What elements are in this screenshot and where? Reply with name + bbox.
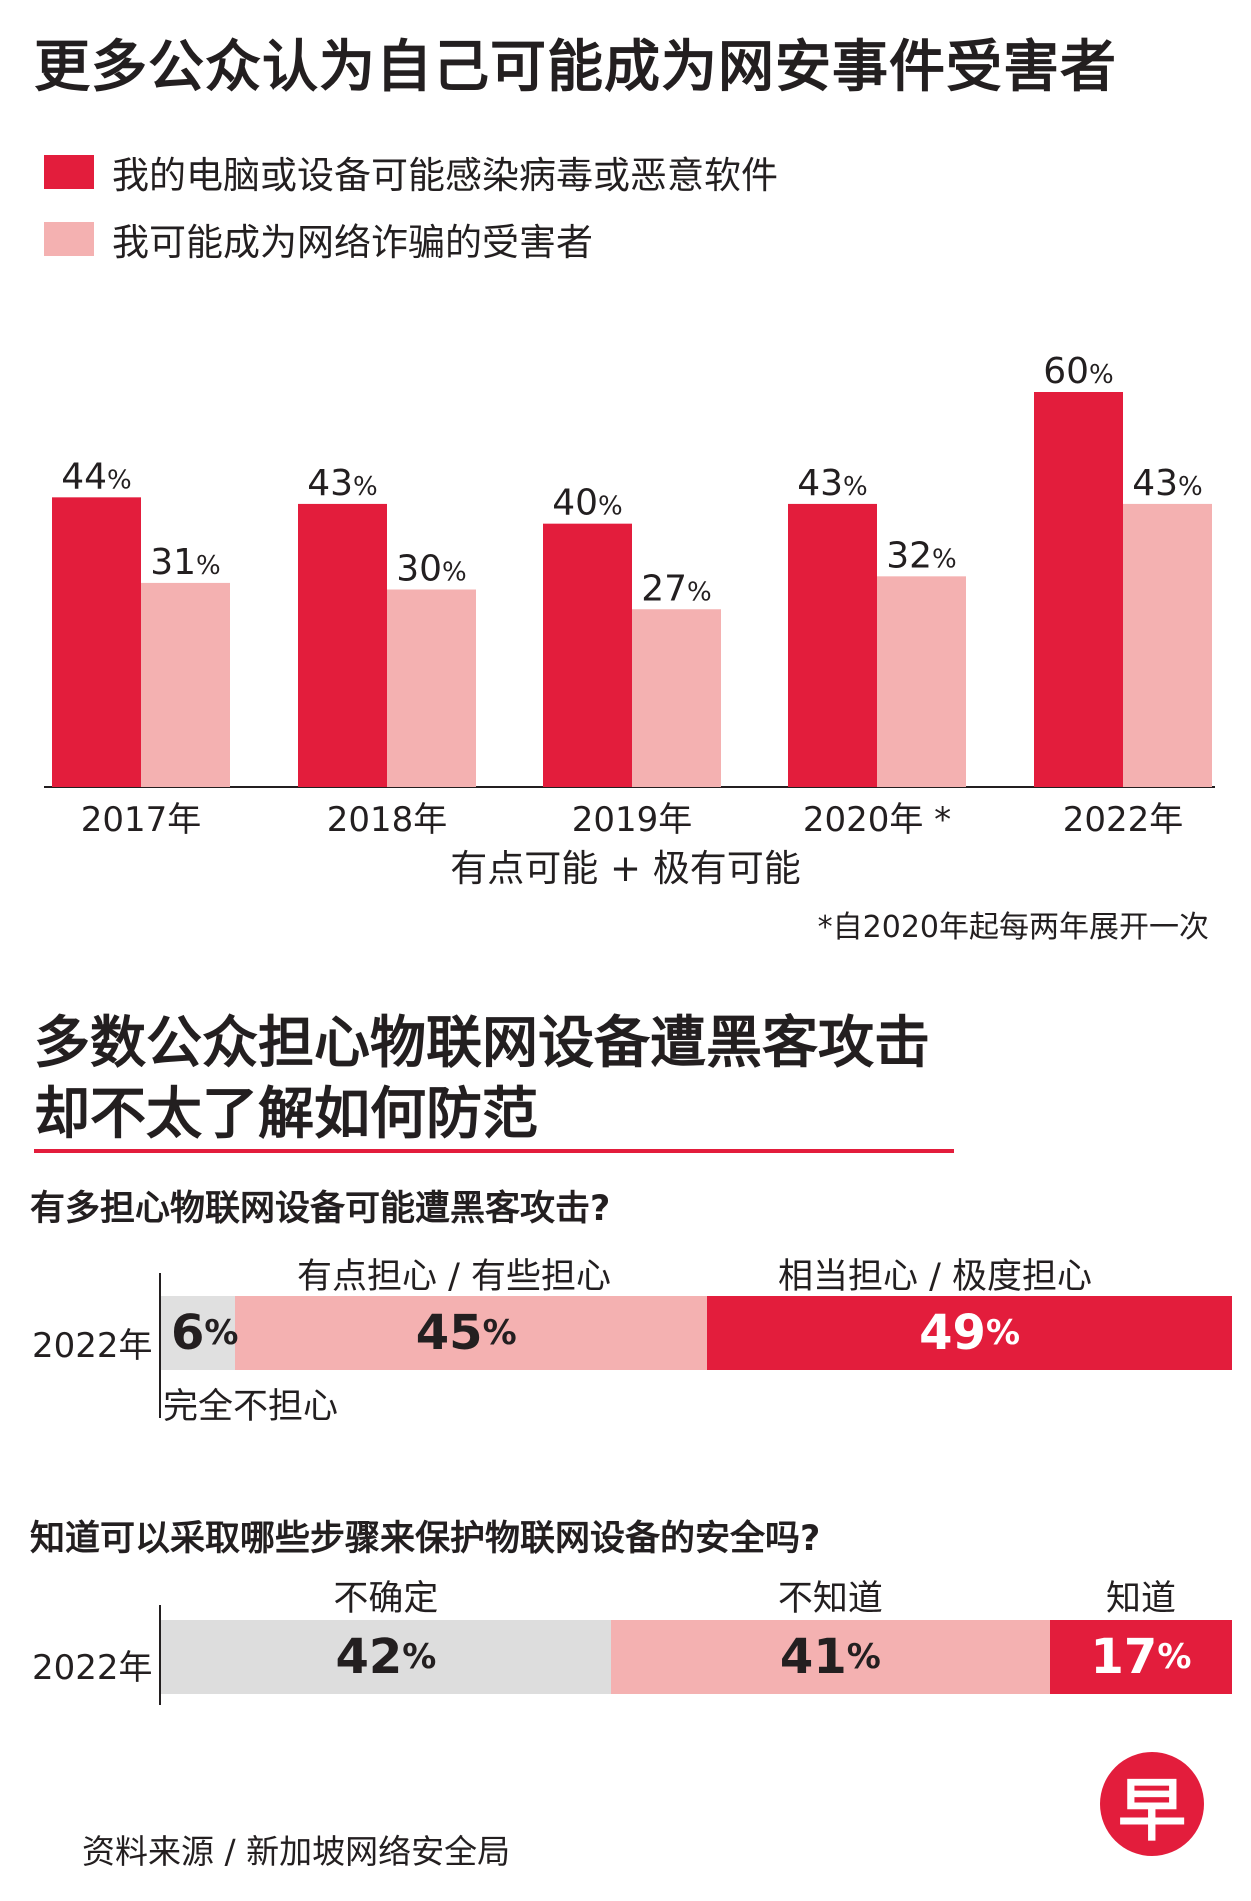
- q2bar-percent-2: %: [1157, 1637, 1192, 1677]
- bar-2020-series1: [877, 576, 966, 787]
- bar-2017-series0: [52, 497, 141, 787]
- q2bar-value-2: 17: [1090, 1629, 1158, 1685]
- legend-item-scam: 我可能成为网络诈骗的受害者: [44, 212, 593, 266]
- q1bar-value-0: 6: [171, 1305, 205, 1361]
- data-label-2018-series1: 30%: [396, 549, 467, 590]
- chart-footnote: *自2020年起每两年展开一次: [817, 910, 1209, 945]
- q1bar-value-2: 49: [919, 1305, 986, 1361]
- bar-chart: 44% 31% 2017年 43% 30% 2018年 40% 27% 2019年 43% 32% 2…: [44, 351, 1215, 840]
- q2labels-label-1: 不知道: [777, 1579, 883, 1619]
- data-label-2022-series0: 60%: [1043, 351, 1114, 392]
- bar-2017-series1: [141, 582, 230, 787]
- bar-2018-series1: [387, 589, 476, 787]
- question-worry: 有多担心物联网设备可能遭黑客攻击?: [30, 1189, 611, 1229]
- bar-2019-series0: [543, 523, 632, 787]
- x-tick-label-2017: 2017年: [81, 800, 202, 840]
- q1-axis-line: [159, 1273, 161, 1418]
- q2bar-segment-1: 41%: [610, 1620, 1050, 1694]
- data-label-2018-series0: 43%: [307, 463, 378, 504]
- data-label-2022-series1: 43%: [1132, 463, 1203, 504]
- legend-label-scam: 我可能成为网络诈骗的受害者: [112, 221, 593, 264]
- section2-title-line2: 却不太了解如何防范: [34, 1082, 538, 1147]
- bar-2022-series1: [1123, 503, 1212, 787]
- q2-stacked-bar: 42% 41% 17%: [161, 1620, 1232, 1694]
- q2bar-percent-0: %: [402, 1637, 437, 1677]
- q1-category-not: 完全不担心: [163, 1387, 339, 1427]
- q1-category-somewhat: 有点担心 / 有些担心: [297, 1257, 612, 1297]
- x-tick-label-2022: 2022年: [1063, 800, 1184, 840]
- q2-year-label: 2022年: [32, 1648, 153, 1688]
- source-note: 资料来源 / 新加坡网络安全局: [82, 1832, 511, 1871]
- q1bar-value-1: 45: [415, 1305, 483, 1361]
- data-label-2017-series0: 44%: [61, 456, 132, 497]
- q1-year-label: 2022年: [32, 1326, 153, 1366]
- q1bar-percent-2: %: [985, 1313, 1021, 1353]
- data-label-2019-series0: 40%: [552, 483, 623, 524]
- x-tick-label-2019: 2019年: [572, 800, 693, 840]
- q2labels-label-2: 知道: [1105, 1579, 1176, 1619]
- q2-category-labels: 不确定 不知道 知道: [161, 1570, 1232, 1619]
- x-tick-label-2020: 2020年 *: [803, 800, 951, 840]
- q2bar-segment-2: 17%: [1049, 1620, 1232, 1694]
- section2-title-line1: 多数公众担心物联网设备遭黑客攻击: [34, 1011, 930, 1076]
- q2bar-percent-1: %: [846, 1637, 881, 1677]
- q1-category-very: 相当担心 / 极度担心: [778, 1257, 1093, 1297]
- q2-axis-line: [159, 1605, 161, 1705]
- data-label-2019-series1: 27%: [641, 568, 712, 609]
- data-label-2020-series1: 32%: [886, 535, 957, 576]
- bar-2022-series0: [1034, 392, 1123, 787]
- zaobao-logo: 早: [1100, 1752, 1204, 1856]
- q2bar-segment-0: 42%: [161, 1620, 611, 1694]
- bar-2019-series1: [632, 609, 721, 787]
- section-divider: [34, 1149, 954, 1153]
- q2bar-value-1: 41: [779, 1629, 847, 1685]
- data-label-2020-series0: 43%: [797, 463, 868, 504]
- q2labels-label-0: 不确定: [333, 1579, 439, 1619]
- logo-char: 早: [1117, 1771, 1186, 1851]
- legend-item-malware: 我的电脑或设备可能感染病毒或恶意软件: [44, 145, 778, 199]
- legend-swatch-red: [44, 155, 94, 189]
- chart-title: 更多公众认为自己可能成为网安事件受害者: [34, 35, 1117, 100]
- legend-swatch-pink: [44, 222, 94, 256]
- bar-2018-series0: [298, 503, 387, 787]
- chart-xlabel: 有点可能 + 极有可能: [450, 847, 801, 890]
- q1-stacked-bar: 6% 45% 49%: [161, 1296, 1232, 1370]
- question-know-steps: 知道可以采取哪些步骤来保护物联网设备的安全吗?: [30, 1519, 821, 1559]
- x-tick-label-2018: 2018年: [327, 800, 448, 840]
- q1bar-segment-2: 49%: [707, 1296, 1232, 1370]
- legend-label-malware: 我的电脑或设备可能感染病毒或恶意软件: [112, 154, 778, 197]
- q1bar-segment-0: 6%: [161, 1296, 239, 1370]
- data-label-2017-series1: 31%: [150, 542, 221, 583]
- q2bar-value-0: 42: [335, 1629, 403, 1685]
- bar-2020-series0: [788, 503, 877, 787]
- q1bar-segment-1: 45%: [225, 1296, 708, 1370]
- q1bar-percent-1: %: [482, 1313, 517, 1353]
- q1bar-percent-0: %: [204, 1313, 239, 1353]
